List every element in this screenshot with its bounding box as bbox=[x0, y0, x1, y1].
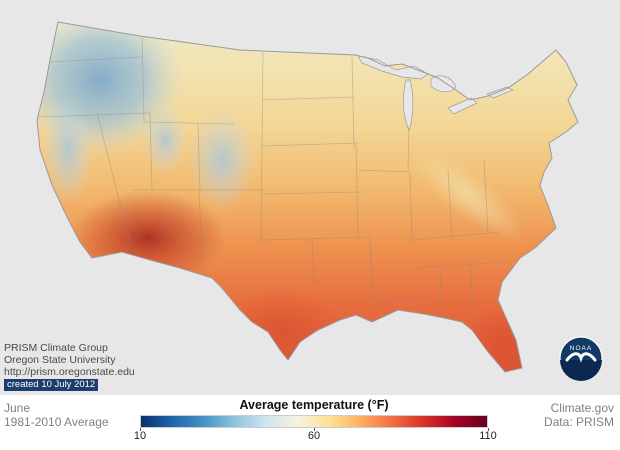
period-month: June bbox=[4, 401, 31, 415]
colorbar-gradient bbox=[140, 415, 488, 428]
cool-region-wasatch bbox=[143, 105, 187, 175]
lake-erie bbox=[447, 97, 478, 115]
noaa-logo-text: NOAA bbox=[570, 345, 592, 352]
tick-label-max: 110 bbox=[479, 430, 497, 442]
colorbar-ticks: 10 60 110 bbox=[134, 428, 497, 445]
legend-footer: June 1981-2010 Average Average temperatu… bbox=[0, 395, 620, 450]
colorbar: Average temperature (°F) 10 60 110 bbox=[134, 398, 497, 445]
source-site: Climate.gov bbox=[550, 401, 614, 415]
tick-mark-max bbox=[488, 428, 489, 431]
lake-ontario bbox=[486, 86, 514, 99]
tick-mark-min bbox=[140, 428, 141, 431]
period-label: June 1981-2010 Average bbox=[4, 401, 109, 429]
tick-label-min: 10 bbox=[133, 430, 147, 442]
map-canvas: NOAA PRISM Climate Group Oregon State Un… bbox=[0, 0, 620, 395]
tick-label-mid: 60 bbox=[307, 430, 321, 442]
lake-huron bbox=[430, 75, 457, 93]
source-label: Climate.gov Data: PRISM bbox=[544, 401, 614, 429]
noaa-seagull-icon bbox=[565, 352, 597, 363]
period-range: 1981-2010 Average bbox=[4, 415, 109, 429]
cool-region-rockies bbox=[188, 108, 256, 212]
colorbar-title: Average temperature (°F) bbox=[239, 398, 389, 412]
noaa-logo-sea bbox=[560, 360, 602, 381]
source-data: Data: PRISM bbox=[543, 415, 614, 429]
cool-region-sierra bbox=[42, 95, 94, 205]
tick-mark-mid bbox=[314, 428, 315, 431]
mild-region-appalachians bbox=[411, 148, 525, 242]
lake-michigan bbox=[402, 79, 414, 131]
noaa-logo: NOAA bbox=[559, 336, 603, 381]
us-temperature-map: NOAA bbox=[36, 21, 603, 381]
